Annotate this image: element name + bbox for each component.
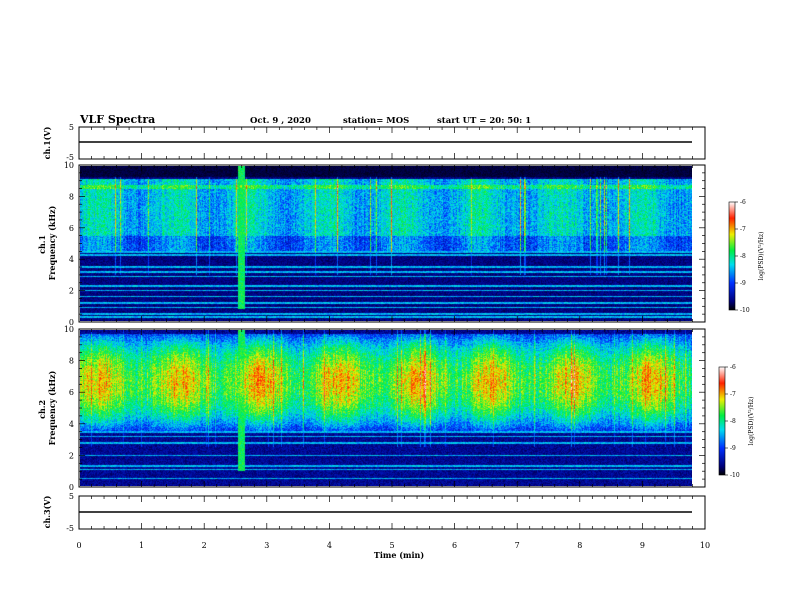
y-tick-label: 10 [64,161,74,170]
figure-title: VLF Spectra [79,113,155,126]
ch2-spectrogram-ylabel: ch.2 Frequency (kHz) [37,370,57,445]
y-tick-label: 10 [64,325,74,334]
ch3-ytick-top: 5 [69,492,74,501]
ch1-waveform-ylabel: ch.1(V) [42,126,52,159]
ch1-spectrogram-heatmap [80,166,692,321]
colorbar-tick-label: -8 [740,253,746,260]
ch1-waveform-panel: 5 -5 ch.1(V) [42,123,706,162]
y-tick-label: 8 [69,192,74,201]
ch1-spectrogram-ylabel-channel: ch.1 Frequency (kHz) [37,205,57,280]
y-tick-label: 6 [69,224,74,233]
ch2-spectrogram-yticks: 0 2 4 6 8 10 [64,325,705,492]
date-label: Oct. 9 , 2020 [250,116,311,126]
ch1-ylabel-line1: ch.1 [37,235,47,254]
ch1-colorbar: -6 -7 -8 -9 -10 log(PSD)(V²/Hz) [728,199,765,314]
ch1-spectrogram-xticks [78,165,706,322]
start-time-label: start UT = 20: 50: 1 [437,116,531,126]
y-tick-label: 2 [69,451,74,460]
x-tick-label: 10 [700,541,710,550]
x-tick-label: 4 [327,541,332,550]
x-tick-label: 9 [640,541,645,550]
x-tick-label: 6 [452,541,457,550]
time-axis-label: Time (min) [374,550,424,560]
ch1-ylabel-line2: Frequency (kHz) [47,205,57,280]
y-tick-label: 4 [69,255,74,264]
time-axis-tick-labels: 0 1 2 3 4 5 6 7 8 9 10 [76,541,710,550]
ch3-ytick-bottom: -5 [66,524,74,533]
ch3-waveform-ylabel: ch.3(V) [42,495,52,528]
colorbar-tick-label: -10 [740,307,750,314]
ch2-ylabel-line2: Frequency (kHz) [47,370,57,445]
ch2-spectrogram-heatmap [80,330,692,486]
colorbar-tick-label: -9 [740,280,746,287]
x-tick-label: 3 [264,541,269,550]
y-tick-label: 6 [69,388,74,397]
x-tick-label: 0 [76,541,81,550]
y-tick-label: 8 [69,357,74,366]
x-tick-label: 7 [515,541,520,550]
x-tick-label: 8 [577,541,582,550]
colorbar-tick-label: -6 [730,364,736,371]
ch1-ytick-bottom: -5 [66,153,74,162]
y-tick-label: 2 [69,287,74,296]
ch2-colorbar: -6 -7 -8 -9 -10 log(PSD)(V²/Hz) [718,364,755,479]
ch2-colorbar-ticks: -6 -7 -8 -9 -10 [725,364,740,479]
colorbar-tick-label: -8 [730,418,736,425]
y-tick-label: 0 [69,318,74,327]
ch2-colorbar-label: log(PSD)(V²/Hz) [748,397,755,446]
ch2-spectrogram-panel: 0 2 4 6 8 10 ch.2 Frequency (kHz) [37,325,706,492]
ch1-spectrogram-yticks: 0 2 4 6 8 10 [64,161,705,327]
colorbar-tick-label: -7 [740,226,746,233]
colorbar-tick-label: -10 [730,472,740,479]
y-tick-label: 0 [69,483,74,492]
station-label: station= MOS [343,116,409,126]
ch1-ytick-top: 5 [69,123,74,132]
x-tick-label: 2 [202,541,207,550]
ch1-colorbar-label: log(PSD)(V²/Hz) [758,232,765,281]
ch1-waveform-xticks [78,127,706,159]
colorbar-tick-label: -6 [740,199,746,206]
colorbar-tick-label: -7 [730,391,736,398]
ch3-waveform-xticks [78,496,706,529]
ch1-spectrogram-panel: 0 2 4 6 8 10 ch.1 Frequency (kHz) [37,161,706,327]
ch2-ylabel-line1: ch.2 [37,400,47,419]
colorbar-tick-label: -9 [730,445,736,452]
x-tick-label: 5 [389,541,394,550]
x-tick-label: 1 [139,541,144,550]
ch1-colorbar-ticks: -6 -7 -8 -9 -10 [735,199,750,314]
y-tick-label: 4 [69,420,74,429]
ch2-spectrogram-xticks [78,329,706,487]
ch3-waveform-panel: 5 -5 ch.3(V) [42,492,706,533]
